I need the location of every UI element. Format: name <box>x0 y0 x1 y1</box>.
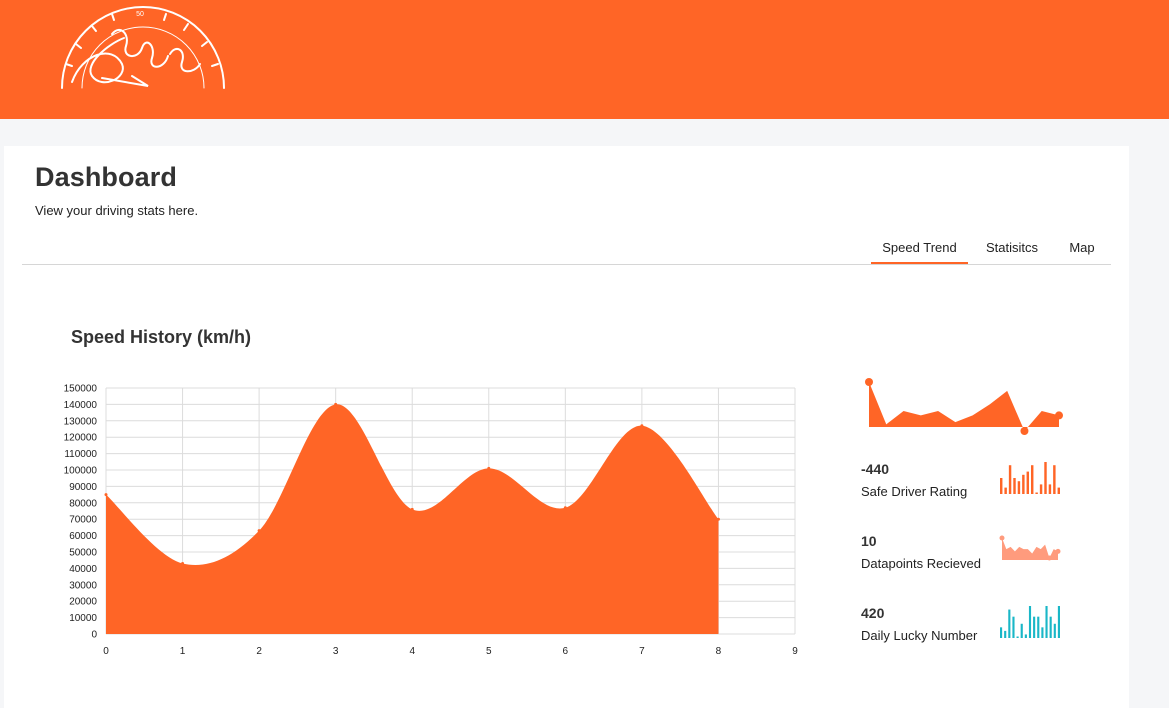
tab-bar: Speed Trend Statisitcs Map <box>22 233 1111 265</box>
stat-spark-bar <box>1000 627 1003 638</box>
stat-spark-bar <box>1035 492 1038 494</box>
speed-data-point <box>410 507 414 511</box>
y-tick-label: 30000 <box>69 580 97 591</box>
safe-driver-rating-sparkline <box>1000 462 1060 494</box>
speed-chart-title: Speed History (km/h) <box>71 327 252 347</box>
x-tick-label: 4 <box>409 646 415 657</box>
tab-statistics[interactable]: Statisitcs <box>985 240 1038 255</box>
speed-data-point <box>716 517 720 521</box>
page-subtitle: View your driving stats here. <box>35 203 199 218</box>
overview-sparkline <box>865 378 1063 435</box>
stat-spark-marker <box>1046 555 1052 561</box>
stat-spark-bar <box>1004 630 1007 638</box>
daily-lucky-number-label: Daily Lucky Number <box>861 628 978 643</box>
safe-driver-rating-value: -440 <box>861 461 890 477</box>
logo-dial-label: 50 <box>136 11 144 18</box>
daily-lucky-number-value: 420 <box>861 605 885 621</box>
y-tick-label: 90000 <box>69 482 97 493</box>
stat-spark-bar <box>1016 636 1019 638</box>
page-title: Dashboard <box>35 162 177 192</box>
stat-spark-bar <box>1041 627 1044 638</box>
stat-spark-bar <box>1037 616 1040 638</box>
y-tick-label: 100000 <box>64 466 98 477</box>
stat-spark-bar <box>1057 487 1060 494</box>
y-tick-label: 110000 <box>64 449 97 460</box>
stat-spark-area <box>1002 538 1058 560</box>
datapoints-received-sparkline <box>999 535 1061 561</box>
stat-spark-bar <box>1053 465 1056 494</box>
daily-lucky-number-sparkline <box>1000 606 1060 638</box>
stat-spark-marker <box>1055 548 1061 554</box>
safe-driver-rating-label: Safe Driver Rating <box>861 484 968 499</box>
stat-spark-bar <box>1020 623 1023 638</box>
stat-spark-bar <box>1017 481 1021 494</box>
x-tick-label: 8 <box>716 646 722 657</box>
y-tick-label: 150000 <box>64 384 98 395</box>
stat-spark-bar <box>1045 606 1048 638</box>
x-tick-label: 7 <box>639 646 645 657</box>
x-tick-label: 6 <box>563 646 569 657</box>
stat-spark-bar <box>1008 465 1012 494</box>
stat-spark-bar <box>1049 616 1052 638</box>
tab-speed-trend[interactable]: Speed Trend <box>871 233 968 264</box>
x-tick-label: 0 <box>103 646 109 657</box>
dashboard-card: Dashboard View your driving stats here. … <box>4 146 1129 708</box>
stat-spark-bar <box>1008 609 1011 638</box>
stat-spark-bar <box>1053 623 1056 638</box>
stat-spark-bar <box>1004 487 1007 494</box>
stat-spark-bar <box>1033 616 1036 638</box>
stat-spark-bar <box>1057 606 1060 638</box>
speedometer-logo-icon[interactable]: 50 <box>52 4 237 96</box>
speed-data-point <box>181 561 185 565</box>
speed-history-chart: 0 10000 20000 30000 40000 50000 60000 70000 8000… <box>64 384 799 658</box>
y-tick-label: 10000 <box>69 613 97 624</box>
y-tick-label: 40000 <box>69 564 97 575</box>
datapoints-received-value: 10 <box>861 533 877 549</box>
y-tick-label: 120000 <box>64 433 98 444</box>
speed-data-point <box>563 506 567 510</box>
y-tick-label: 60000 <box>69 531 97 542</box>
stat-spark-bar <box>1022 474 1025 494</box>
stat-spark-marker <box>999 535 1005 541</box>
stat-spark-bar <box>1026 471 1029 494</box>
y-tick-label: 130000 <box>64 416 98 427</box>
x-tick-label: 2 <box>256 646 262 657</box>
speed-data-point <box>104 493 108 497</box>
speed-data-point <box>640 424 644 428</box>
tab-map[interactable]: Map <box>1069 240 1095 255</box>
datapoints-received-label: Datapoints Recieved <box>861 556 981 571</box>
x-tick-label: 3 <box>333 646 339 657</box>
y-tick-label: 20000 <box>69 597 97 608</box>
stat-spark-bar <box>1048 484 1052 494</box>
speed-data-point <box>487 466 491 470</box>
stat-spark-bar <box>1044 462 1047 494</box>
stat-spark-bar <box>1024 634 1027 638</box>
overview-spark-marker <box>1020 427 1029 435</box>
overview-spark-area <box>869 382 1059 431</box>
stat-spark-bar <box>1039 484 1043 494</box>
y-tick-label: 80000 <box>69 498 97 509</box>
x-tick-label: 5 <box>486 646 492 657</box>
speed-data-point <box>334 402 338 406</box>
y-tick-label: 70000 <box>69 515 97 526</box>
y-tick-label: 0 <box>91 630 97 641</box>
x-tick-label: 1 <box>180 646 186 657</box>
stat-spark-bar <box>1031 465 1034 494</box>
top-header-bar: 50 <box>0 0 1169 119</box>
overview-spark-marker <box>1055 411 1063 420</box>
stat-spark-bar <box>1012 616 1015 638</box>
x-tick-label: 9 <box>792 646 798 657</box>
overview-spark-marker <box>865 378 873 386</box>
y-tick-label: 50000 <box>69 548 97 559</box>
y-tick-label: 140000 <box>64 400 98 411</box>
speed-area-series <box>106 404 719 634</box>
stat-spark-bar <box>1000 478 1003 494</box>
speed-data-point <box>257 529 261 533</box>
stat-spark-bar <box>1013 478 1016 494</box>
stat-spark-bar <box>1028 606 1032 638</box>
